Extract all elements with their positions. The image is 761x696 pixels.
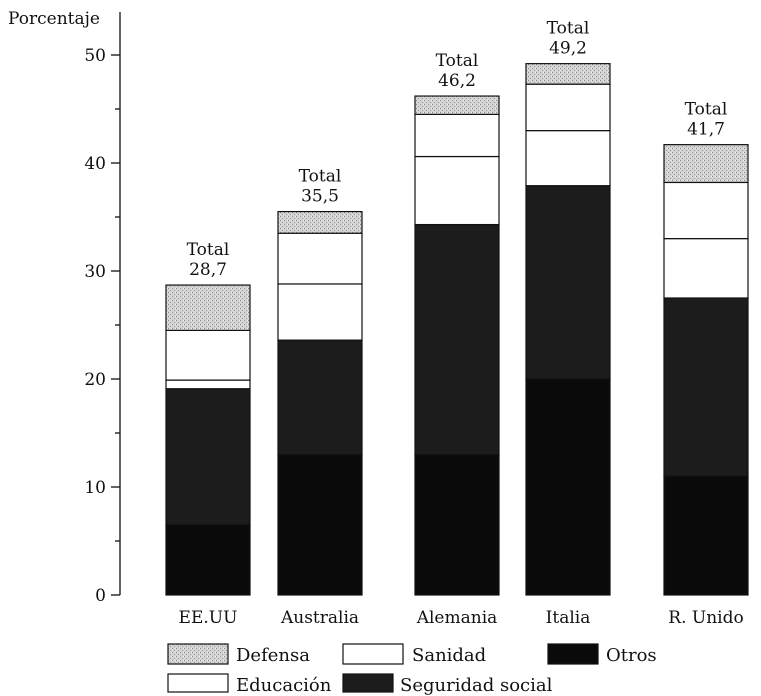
bar-segment-australia-otros xyxy=(277,454,363,596)
bar-segment-australia-sanidad xyxy=(277,232,363,285)
total-label: Total xyxy=(547,19,590,39)
legend-label-educacion: Educación xyxy=(236,675,332,696)
y-tick-label: 0 xyxy=(95,586,106,606)
legend-swatch-defensa xyxy=(167,643,229,665)
total-label: Total xyxy=(187,240,230,260)
total-label: Total xyxy=(685,100,728,120)
total-value: 35,5 xyxy=(301,187,339,207)
legend-label-sanidad: Sanidad xyxy=(412,645,486,666)
legend: Defensa Sanidad Otros Educación Segurida… xyxy=(167,643,657,696)
bar-segment-r-unido-otros xyxy=(663,475,749,596)
bar-segment-italia-defensa xyxy=(525,63,611,85)
legend-swatch-otros xyxy=(547,643,599,665)
total-value: 46,2 xyxy=(438,71,476,91)
x-tick-label: Alemania xyxy=(416,608,498,628)
bar-segment-australia-educacion xyxy=(277,283,363,341)
total-label: Total xyxy=(299,167,342,187)
bar-segment-alemania-educacion xyxy=(414,155,500,226)
bar-segment-australia-seguridad-social xyxy=(277,339,363,456)
y-axis-ticks: 0 10 20 30 40 50 xyxy=(84,46,120,606)
bar-segment-alemania-otros xyxy=(414,454,500,596)
bar-segment-r-unido-seguridad-social xyxy=(663,297,749,477)
x-axis-tick-labels: EE.UU Australia Alemania Italia R. Unido xyxy=(179,608,744,628)
bars-group xyxy=(165,63,749,596)
bar-segment-r-unido-defensa xyxy=(663,144,749,184)
bar-r-unido xyxy=(663,144,749,596)
bar-segment-alemania-seguridad-social xyxy=(414,223,500,456)
bar-segment-ee-uu-defensa xyxy=(165,284,251,332)
bar-segment-ee-uu-sanidad xyxy=(165,329,251,381)
bar-segment-ee-uu-educacion xyxy=(165,379,251,390)
bar-segment-ee-uu-otros xyxy=(165,524,251,596)
bar-segment-ee-uu-seguridad-social xyxy=(165,388,251,526)
bar-segment-italia-otros xyxy=(525,378,611,596)
bar-segment-r-unido-sanidad xyxy=(663,181,749,240)
x-tick-label: R. Unido xyxy=(668,608,743,628)
y-tick-label: 20 xyxy=(84,370,106,390)
y-tick-label: 40 xyxy=(84,154,106,174)
legend-swatch-sanidad xyxy=(342,643,404,665)
total-label: Total xyxy=(436,51,479,71)
legend-swatch-educacion xyxy=(167,673,229,693)
legend-label-defensa: Defensa xyxy=(236,645,310,666)
y-tick-label: 30 xyxy=(84,262,106,282)
total-value: 49,2 xyxy=(549,39,587,59)
total-labels: Total28,7Total35,5Total46,2Total49,2Tota… xyxy=(187,19,728,280)
y-tick-label: 10 xyxy=(84,478,106,498)
legend-label-seguridad-social: Seguridad social xyxy=(400,675,553,696)
total-value: 41,7 xyxy=(687,120,725,140)
bar-segment-italia-sanidad xyxy=(525,83,611,132)
y-axis-title: Porcentaje xyxy=(8,9,100,29)
y-tick-label: 50 xyxy=(84,46,106,66)
bar-segment-alemania-defensa xyxy=(414,95,500,116)
bar-italia xyxy=(525,63,611,596)
total-value: 28,7 xyxy=(189,260,227,280)
bar-ee-uu xyxy=(165,284,251,596)
legend-swatch-seguridad-social xyxy=(342,673,394,693)
x-tick-label: Australia xyxy=(280,608,359,628)
bar-segment-italia-seguridad-social xyxy=(525,185,611,380)
bar-segment-alemania-sanidad xyxy=(414,113,500,158)
legend-label-otros: Otros xyxy=(606,645,657,666)
bar-alemania xyxy=(414,95,500,596)
bar-segment-italia-educacion xyxy=(525,130,611,187)
bar-segment-australia-defensa xyxy=(277,211,363,234)
x-tick-label: EE.UU xyxy=(179,608,238,628)
bar-australia xyxy=(277,211,363,596)
bar-segment-r-unido-educacion xyxy=(663,238,749,299)
x-tick-label: Italia xyxy=(546,608,591,628)
